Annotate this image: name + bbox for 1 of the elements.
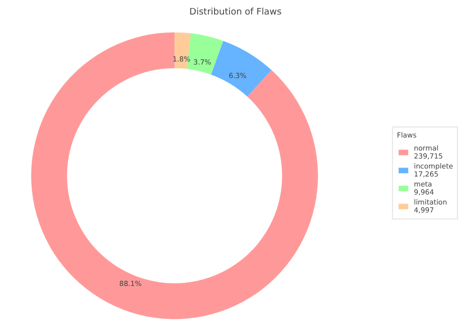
chart-title: Distribution of Flaws	[189, 8, 282, 18]
